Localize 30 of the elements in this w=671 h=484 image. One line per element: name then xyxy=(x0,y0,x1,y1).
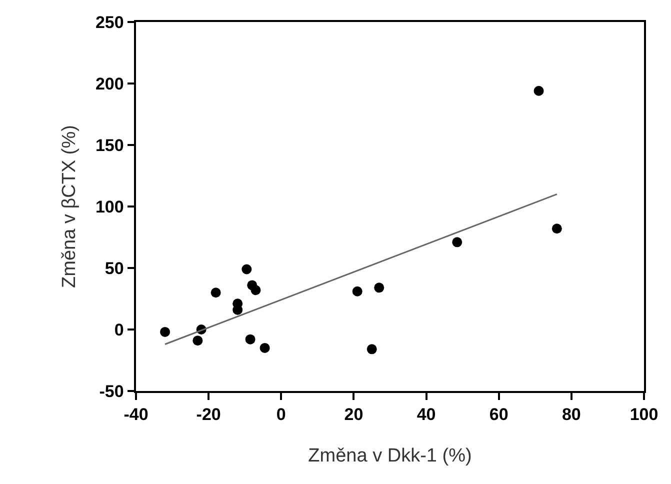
x-tick-label: 100 xyxy=(630,405,658,424)
x-tick-label: 60 xyxy=(489,405,508,424)
point xyxy=(192,336,203,346)
point xyxy=(352,286,362,296)
y-axis-title: Změna v βCTX (%) xyxy=(58,125,80,288)
point xyxy=(210,288,221,298)
point xyxy=(366,344,377,354)
point xyxy=(452,237,462,248)
y-tick-label: -50 xyxy=(99,382,124,401)
point xyxy=(245,334,256,344)
point xyxy=(250,285,261,296)
y-tick-label: 150 xyxy=(95,136,124,155)
x-axis-title: Změna v Dkk-1 (%) xyxy=(308,445,472,466)
point xyxy=(260,342,270,353)
x-tick-label: -40 xyxy=(124,405,148,424)
y-tick-label: 200 xyxy=(95,74,124,94)
point xyxy=(534,86,544,96)
y-tick-label: 250 xyxy=(95,12,124,32)
y-tick-label: 0 xyxy=(114,320,124,340)
x-tick-label: -20 xyxy=(196,405,221,424)
point xyxy=(374,282,384,293)
x-tick-label: 40 xyxy=(416,405,436,424)
y-tick-label: 50 xyxy=(104,258,124,278)
x-tick-label: 0 xyxy=(276,405,286,424)
point xyxy=(160,326,170,337)
y-tick-label: 100 xyxy=(95,197,124,216)
point xyxy=(552,224,562,234)
x-tick-label: 20 xyxy=(344,405,364,424)
point xyxy=(242,264,252,274)
x-tick-label: 80 xyxy=(562,405,581,424)
